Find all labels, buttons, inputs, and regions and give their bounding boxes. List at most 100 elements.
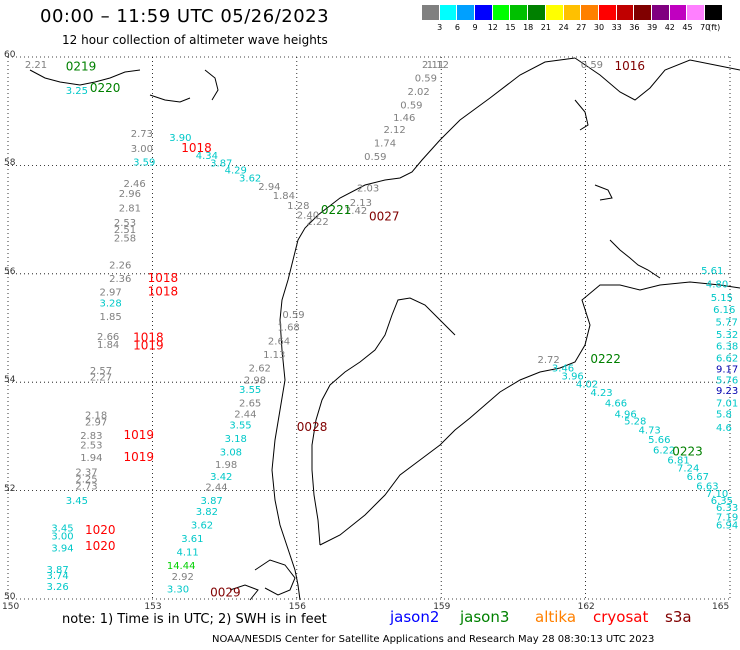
latitude-label: 58	[4, 158, 16, 169]
wave-height-value: 4.80	[706, 279, 728, 290]
legend-swatch	[705, 5, 723, 20]
pass-time-label: 1018	[148, 271, 179, 285]
pass-time-label: 1018	[133, 331, 164, 345]
legend-swatch	[651, 5, 670, 20]
legend-swatch	[510, 5, 529, 20]
wave-height-value: 1.13	[263, 350, 285, 361]
wave-height-value: 2.73	[75, 482, 97, 493]
longitude-label: 162	[577, 602, 595, 612]
pass-time-label: 0027	[369, 210, 400, 224]
wave-height-value: 3.08	[220, 447, 242, 458]
wave-height-value: 4.96	[614, 409, 636, 420]
wave-height-value: 2.13	[350, 198, 372, 209]
wave-height-value: 2.21	[25, 60, 47, 71]
wave-height-value: 3.87	[47, 565, 69, 576]
wave-height-value: 14.44	[167, 561, 196, 572]
wave-height-value: 1.74	[374, 138, 396, 149]
wave-height-value: 2.11	[422, 60, 444, 71]
wave-height-value: 6.16	[713, 305, 735, 316]
legend-tick: 21	[540, 23, 551, 32]
satellite-altika: altika	[535, 608, 577, 626]
wave-height-value: 4.6	[716, 423, 732, 434]
wave-height-value: 3.61	[181, 534, 203, 545]
wave-height-value: 1.94	[80, 453, 102, 464]
wave-height-value: 3.87	[201, 496, 223, 507]
pass-time-label: 1019	[124, 428, 155, 442]
wave-height-value: 2.92	[172, 572, 194, 583]
wave-height-value: 4.02	[576, 380, 598, 391]
legend-tick: 27	[576, 23, 587, 32]
latitude-label: 56	[4, 266, 16, 277]
legend-tick: 9	[472, 23, 478, 32]
wave-height-labels: 2.213.252.733.003.593.904.343.874.293.62…	[25, 60, 738, 595]
wave-height-value: 2.42	[345, 206, 367, 217]
wave-height-value: 3.46	[552, 363, 574, 374]
wave-height-value: 2.96	[119, 189, 141, 200]
legend-tick: 12	[487, 23, 498, 32]
wave-height-value: 2.44	[205, 483, 227, 494]
wave-height-value: 2.65	[239, 399, 261, 410]
wave-height-value: 3.82	[196, 507, 218, 518]
wave-height-value: 6.81	[667, 456, 689, 467]
pass-time-label: 0219	[66, 60, 97, 74]
legend-swatch	[528, 5, 546, 20]
pass-time-label: 1020	[85, 523, 116, 537]
pass-time-label: 1019	[124, 450, 155, 464]
wave-height-value: 1.12	[427, 60, 449, 71]
wave-height-value: 0.59	[581, 60, 603, 71]
wave-height-value: 2.57	[90, 366, 112, 377]
satellite-jason2: jason2	[390, 608, 440, 626]
longitude-label: 153	[144, 602, 162, 612]
wave-height-value: 6.63	[696, 482, 718, 493]
wave-height-value: 2.66	[97, 332, 119, 343]
legend-swatch	[492, 5, 511, 20]
wave-height-value: 7.19	[716, 512, 738, 523]
satellite-s3a: s3a	[665, 608, 692, 626]
wave-height-value: 4.29	[225, 166, 247, 177]
wave-height-value: 3.42	[210, 472, 232, 483]
satellite-jason3: jason3	[460, 608, 510, 626]
legend-swatch	[457, 5, 476, 20]
wave-height-value: 1.98	[215, 460, 237, 471]
wave-height-value: 0.59	[364, 152, 386, 163]
wave-height-value: 6.35	[711, 496, 733, 507]
wave-height-value: 1.84	[97, 340, 119, 351]
legend-tick: 24	[558, 23, 569, 32]
wave-height-value: 2.27	[90, 373, 112, 384]
wave-height-value: 2.64	[268, 336, 290, 347]
wave-height-value: 3.87	[210, 158, 232, 169]
wave-height-value: 3.55	[229, 420, 251, 431]
wave-height-value: 3.25	[66, 86, 88, 97]
wave-height-value: 3.62	[191, 521, 213, 532]
legend-tick: 42	[664, 23, 675, 32]
legend-swatch	[475, 5, 493, 20]
pass-time-label: 0222	[590, 352, 621, 366]
wave-height-value: 2.97	[85, 418, 107, 429]
wave-height-value: 4.34	[196, 151, 218, 162]
wave-height-value: 2.72	[537, 355, 559, 366]
legend-swatch	[634, 5, 652, 20]
wave-height-value: 2.46	[124, 179, 146, 190]
legend-tick: 3	[437, 23, 443, 32]
wave-height-value: 2.22	[306, 217, 328, 228]
wave-height-value: 3.18	[225, 434, 247, 445]
legend-swatch	[563, 5, 582, 20]
wave-height-value: 5.32	[716, 330, 738, 341]
wave-height-value: 6.94	[716, 521, 738, 532]
wave-height-value: 6.22	[653, 446, 675, 457]
pass-time-label: 1020	[85, 539, 116, 553]
wave-height-value: 2.53	[80, 440, 102, 451]
wave-height-value: 1.28	[287, 201, 309, 212]
coastlines	[29, 57, 740, 601]
pass-time-label: 1018	[181, 141, 212, 155]
wave-height-value: 6.33	[716, 503, 738, 514]
wave-height-value: 2.36	[109, 274, 131, 285]
longitude-label: 150	[2, 602, 20, 612]
wave-height-value: 2.81	[119, 203, 141, 214]
wave-height-value: 1.46	[393, 113, 415, 124]
wave-height-value: 5.28	[624, 416, 646, 427]
longitude-label: 159	[433, 602, 451, 612]
credit-line: NOAA/NESDIS Center for Satellite Applica…	[212, 634, 655, 645]
